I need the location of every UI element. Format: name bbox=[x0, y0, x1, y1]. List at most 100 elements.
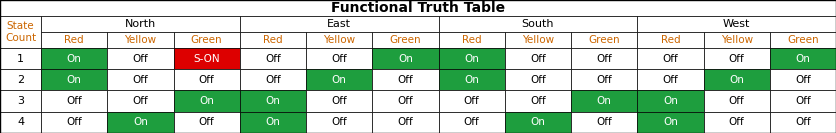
Text: Off: Off bbox=[398, 117, 413, 127]
Bar bbox=[174, 32, 240, 48]
Text: On: On bbox=[133, 117, 148, 127]
Text: S-ON: S-ON bbox=[193, 53, 220, 64]
Bar bbox=[637, 16, 836, 32]
Bar bbox=[240, 90, 306, 112]
Bar bbox=[0, 0, 836, 16]
Text: Yellow: Yellow bbox=[125, 35, 156, 45]
Text: Green: Green bbox=[589, 35, 620, 45]
Bar bbox=[0, 112, 41, 133]
Text: On: On bbox=[729, 75, 744, 85]
Text: Off: Off bbox=[795, 96, 811, 106]
Text: Off: Off bbox=[331, 96, 347, 106]
Text: On: On bbox=[67, 75, 82, 85]
Text: North: North bbox=[125, 19, 156, 29]
Bar bbox=[0, 90, 41, 112]
Text: Off: Off bbox=[795, 117, 811, 127]
Text: On: On bbox=[332, 75, 347, 85]
Text: Functional Truth Table: Functional Truth Table bbox=[331, 1, 505, 15]
Bar bbox=[107, 32, 174, 48]
Bar bbox=[439, 90, 505, 112]
Text: Green: Green bbox=[191, 35, 222, 45]
Bar bbox=[704, 112, 770, 133]
Bar bbox=[306, 32, 372, 48]
Bar bbox=[571, 69, 637, 90]
Text: On: On bbox=[464, 53, 479, 64]
Bar bbox=[41, 112, 107, 133]
Bar bbox=[505, 90, 571, 112]
Bar bbox=[770, 69, 836, 90]
Text: 4: 4 bbox=[17, 117, 24, 127]
Text: Off: Off bbox=[265, 75, 281, 85]
Bar bbox=[505, 69, 571, 90]
Bar bbox=[704, 48, 770, 69]
Bar bbox=[637, 69, 704, 90]
Bar bbox=[240, 112, 306, 133]
Text: On: On bbox=[67, 53, 82, 64]
Bar bbox=[306, 112, 372, 133]
Text: Off: Off bbox=[331, 117, 347, 127]
Text: Red: Red bbox=[660, 35, 681, 45]
Bar bbox=[439, 32, 505, 48]
Text: South: South bbox=[522, 19, 554, 29]
Text: Off: Off bbox=[530, 53, 546, 64]
Text: On: On bbox=[531, 117, 545, 127]
Text: Off: Off bbox=[729, 96, 745, 106]
Text: 1: 1 bbox=[17, 53, 24, 64]
Bar bbox=[41, 32, 107, 48]
Text: Off: Off bbox=[729, 53, 745, 64]
Bar bbox=[41, 16, 240, 32]
Text: Off: Off bbox=[398, 96, 413, 106]
Bar bbox=[107, 90, 174, 112]
Text: Off: Off bbox=[398, 75, 413, 85]
Bar bbox=[174, 48, 240, 69]
Text: On: On bbox=[795, 53, 810, 64]
Bar bbox=[372, 32, 439, 48]
Text: Red: Red bbox=[64, 35, 84, 45]
Text: Off: Off bbox=[199, 117, 215, 127]
Bar bbox=[41, 90, 107, 112]
Text: Yellow: Yellow bbox=[522, 35, 554, 45]
Bar bbox=[637, 90, 704, 112]
Bar bbox=[637, 32, 704, 48]
Text: Green: Green bbox=[390, 35, 421, 45]
Bar bbox=[0, 48, 41, 69]
Text: Off: Off bbox=[662, 75, 678, 85]
Bar bbox=[439, 69, 505, 90]
Text: On: On bbox=[597, 96, 612, 106]
Bar bbox=[107, 112, 174, 133]
Text: On: On bbox=[266, 96, 280, 106]
Text: Off: Off bbox=[530, 96, 546, 106]
Bar bbox=[571, 112, 637, 133]
Text: Off: Off bbox=[795, 75, 811, 85]
Text: On: On bbox=[464, 75, 479, 85]
Text: On: On bbox=[663, 117, 678, 127]
Bar bbox=[439, 16, 637, 32]
Bar bbox=[174, 90, 240, 112]
Bar bbox=[704, 69, 770, 90]
Bar bbox=[439, 112, 505, 133]
Text: On: On bbox=[398, 53, 413, 64]
Text: On: On bbox=[266, 117, 280, 127]
Text: State
Count: State Count bbox=[5, 21, 36, 43]
Bar bbox=[704, 90, 770, 112]
Bar bbox=[439, 48, 505, 69]
Bar bbox=[637, 112, 704, 133]
Bar bbox=[107, 48, 174, 69]
Text: Off: Off bbox=[133, 53, 148, 64]
Text: Off: Off bbox=[133, 75, 148, 85]
Text: 2: 2 bbox=[17, 75, 24, 85]
Bar bbox=[372, 90, 439, 112]
Text: West: West bbox=[723, 19, 751, 29]
Text: Red: Red bbox=[263, 35, 283, 45]
Bar bbox=[372, 112, 439, 133]
Bar bbox=[240, 48, 306, 69]
Text: On: On bbox=[199, 96, 214, 106]
Bar bbox=[372, 69, 439, 90]
Bar bbox=[107, 69, 174, 90]
Bar bbox=[240, 32, 306, 48]
Bar bbox=[306, 90, 372, 112]
Bar bbox=[41, 69, 107, 90]
Bar bbox=[174, 69, 240, 90]
Bar bbox=[571, 32, 637, 48]
Text: Red: Red bbox=[461, 35, 482, 45]
